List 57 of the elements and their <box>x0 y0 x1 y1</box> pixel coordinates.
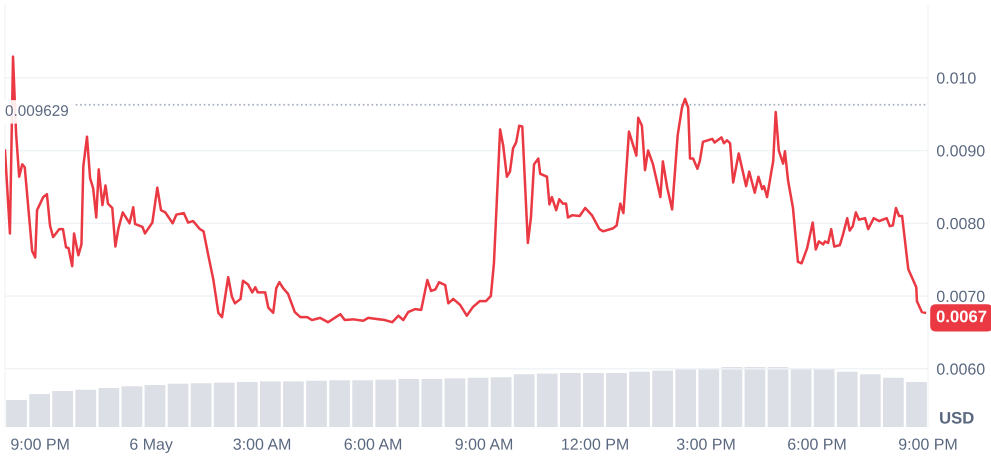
bar <box>606 373 627 427</box>
bar <box>122 386 142 427</box>
bar <box>144 385 166 427</box>
x-tick-label: 9:00 PM <box>11 438 69 450</box>
bar <box>468 378 488 427</box>
bar <box>375 380 396 427</box>
bar <box>444 378 466 427</box>
x-tick-label: 3:00 AM <box>233 438 290 450</box>
bar <box>260 381 281 427</box>
bar <box>583 373 604 427</box>
ref-line-label: 0.009629 <box>6 105 68 116</box>
bar <box>236 382 258 427</box>
y-axis-title: USD <box>940 412 974 424</box>
bar <box>814 369 835 427</box>
bar <box>860 374 881 427</box>
x-tick-label: 3:00 PM <box>676 438 734 450</box>
bar <box>52 391 74 427</box>
y-tick-label: 0.010 <box>936 72 976 84</box>
bar <box>698 368 720 427</box>
bar <box>190 383 212 427</box>
bar <box>490 377 512 427</box>
bar <box>629 372 650 427</box>
bar <box>675 369 696 427</box>
x-tick-label: 9:00 PM <box>899 438 956 450</box>
bar <box>214 382 235 427</box>
bar <box>536 374 558 427</box>
x-tick-label: 12:00 PM <box>562 438 628 450</box>
bar <box>29 394 50 427</box>
bar <box>283 381 304 427</box>
bar <box>422 379 442 427</box>
y-tick-label: 0.0080 <box>936 218 985 230</box>
y-tick-label: 0.0060 <box>936 363 985 375</box>
x-tick-label: 6:00 AM <box>344 438 402 450</box>
bar <box>398 379 420 427</box>
bar <box>98 388 120 427</box>
bar <box>652 370 674 427</box>
x-tick-label: 6 May <box>130 438 173 453</box>
y-tick-label: 0.0070 <box>936 290 985 302</box>
bar <box>790 368 812 427</box>
bar <box>168 384 188 427</box>
bar <box>560 373 581 427</box>
bar <box>75 390 96 427</box>
bar <box>883 378 904 427</box>
bar <box>768 367 788 427</box>
bar <box>306 380 327 427</box>
bar <box>514 374 535 427</box>
annotation: 0.0067 <box>936 310 986 322</box>
bar <box>744 367 766 427</box>
x-tick-label: 9:00 AM <box>456 438 512 450</box>
x-tick-label: 6:00 PM <box>788 438 846 450</box>
bar <box>906 382 927 427</box>
bar <box>6 400 27 427</box>
bar <box>721 367 742 427</box>
bar <box>329 380 350 427</box>
bar <box>836 372 858 427</box>
bar <box>352 380 374 427</box>
y-tick-label: 0.0090 <box>936 145 985 156</box>
